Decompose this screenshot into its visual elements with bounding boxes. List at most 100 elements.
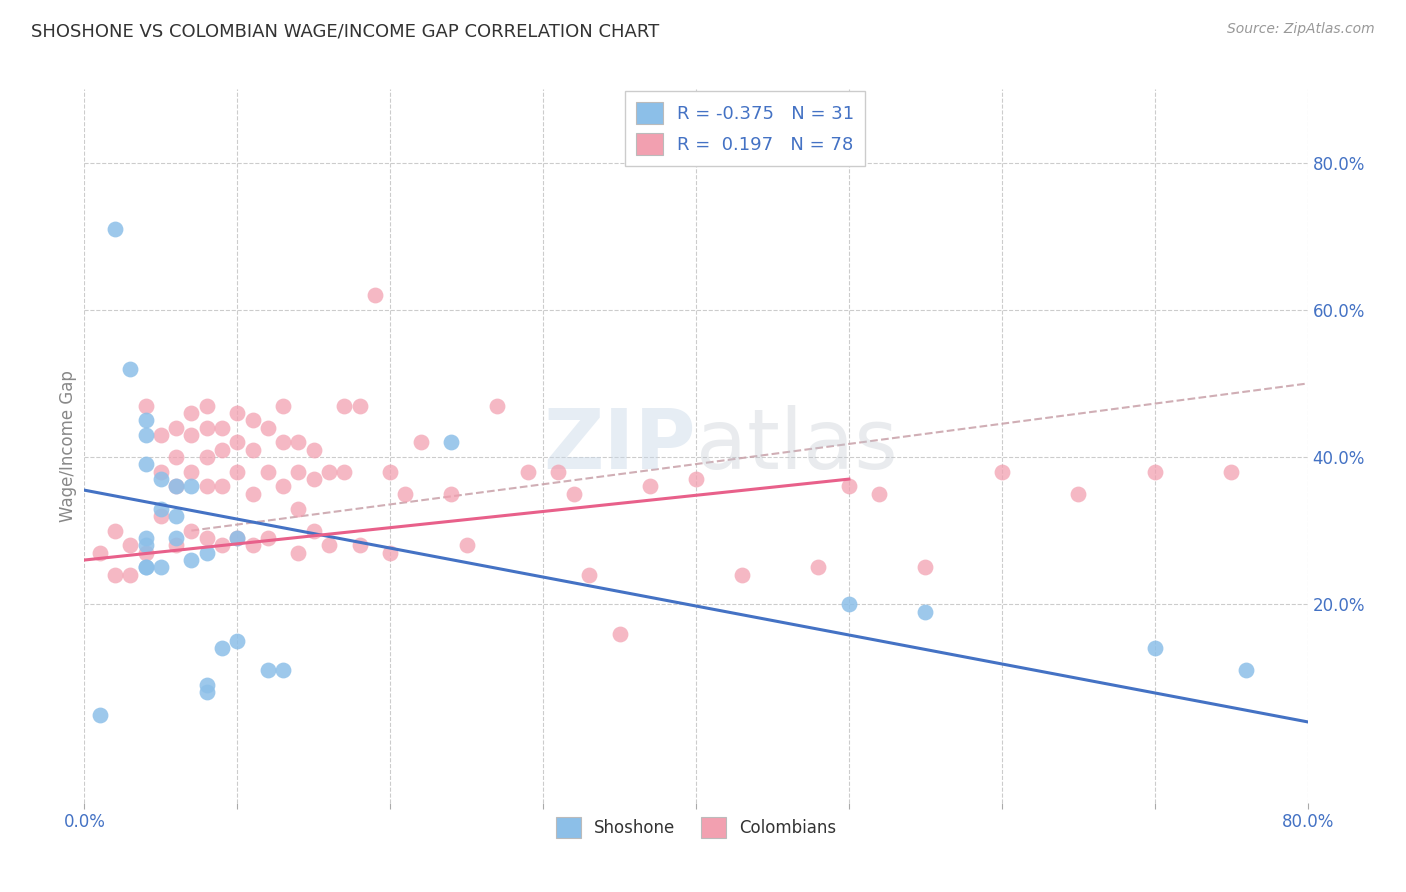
Point — [1143, 465, 1166, 479]
Point — [638, 479, 661, 493]
Point — [242, 442, 264, 457]
Point — [104, 567, 127, 582]
Point — [287, 465, 309, 479]
Point — [211, 641, 233, 656]
Point — [135, 428, 157, 442]
Point — [333, 399, 356, 413]
Point — [89, 546, 111, 560]
Point — [516, 465, 538, 479]
Point — [149, 501, 172, 516]
Point — [89, 707, 111, 722]
Point — [120, 361, 142, 376]
Point — [226, 435, 249, 450]
Point — [409, 435, 432, 450]
Point — [318, 465, 340, 479]
Point — [149, 465, 172, 479]
Point — [287, 501, 309, 516]
Point — [914, 560, 936, 574]
Y-axis label: Wage/Income Gap: Wage/Income Gap — [59, 370, 77, 522]
Point — [135, 560, 157, 574]
Point — [195, 531, 218, 545]
Point — [149, 428, 172, 442]
Point — [211, 479, 233, 493]
Point — [271, 399, 294, 413]
Point — [456, 538, 478, 552]
Point — [287, 435, 309, 450]
Point — [242, 413, 264, 427]
Point — [271, 479, 294, 493]
Point — [380, 546, 402, 560]
Text: atlas: atlas — [696, 406, 897, 486]
Point — [135, 399, 157, 413]
Point — [165, 450, 187, 464]
Point — [226, 406, 249, 420]
Point — [165, 420, 187, 434]
Point — [165, 479, 187, 493]
Point — [1143, 641, 1166, 656]
Point — [180, 406, 202, 420]
Point — [135, 560, 157, 574]
Point — [180, 479, 202, 493]
Point — [149, 508, 172, 523]
Point — [257, 465, 280, 479]
Point — [869, 487, 891, 501]
Point — [380, 465, 402, 479]
Point — [180, 524, 202, 538]
Point — [318, 538, 340, 552]
Text: ZIP: ZIP — [544, 406, 696, 486]
Point — [547, 465, 569, 479]
Point — [394, 487, 416, 501]
Point — [333, 465, 356, 479]
Point — [195, 420, 218, 434]
Point — [242, 487, 264, 501]
Point — [257, 531, 280, 545]
Legend: Shoshone, Colombians: Shoshone, Colombians — [550, 811, 842, 845]
Point — [195, 399, 218, 413]
Point — [1236, 664, 1258, 678]
Point — [349, 538, 371, 552]
Point — [195, 450, 218, 464]
Point — [135, 458, 157, 472]
Point — [914, 605, 936, 619]
Point — [149, 560, 172, 574]
Point — [226, 465, 249, 479]
Point — [838, 479, 860, 493]
Point — [440, 487, 463, 501]
Point — [120, 567, 142, 582]
Point — [731, 567, 754, 582]
Point — [195, 479, 218, 493]
Point — [1220, 465, 1243, 479]
Point — [211, 538, 233, 552]
Point — [257, 420, 280, 434]
Point — [349, 399, 371, 413]
Point — [104, 222, 127, 236]
Point — [562, 487, 585, 501]
Point — [211, 442, 233, 457]
Point — [211, 420, 233, 434]
Point — [135, 531, 157, 545]
Point — [838, 597, 860, 611]
Point — [991, 465, 1014, 479]
Point — [165, 508, 187, 523]
Point — [302, 442, 325, 457]
Point — [609, 626, 631, 640]
Point — [271, 435, 294, 450]
Point — [486, 399, 509, 413]
Point — [226, 531, 249, 545]
Text: Source: ZipAtlas.com: Source: ZipAtlas.com — [1227, 22, 1375, 37]
Point — [165, 531, 187, 545]
Point — [364, 288, 387, 302]
Point — [440, 435, 463, 450]
Point — [180, 553, 202, 567]
Point — [135, 546, 157, 560]
Text: SHOSHONE VS COLOMBIAN WAGE/INCOME GAP CORRELATION CHART: SHOSHONE VS COLOMBIAN WAGE/INCOME GAP CO… — [31, 22, 659, 40]
Point — [195, 685, 218, 699]
Point — [180, 465, 202, 479]
Point — [302, 524, 325, 538]
Point — [165, 538, 187, 552]
Point — [104, 524, 127, 538]
Point — [226, 531, 249, 545]
Point — [1067, 487, 1090, 501]
Point — [195, 546, 218, 560]
Point — [135, 538, 157, 552]
